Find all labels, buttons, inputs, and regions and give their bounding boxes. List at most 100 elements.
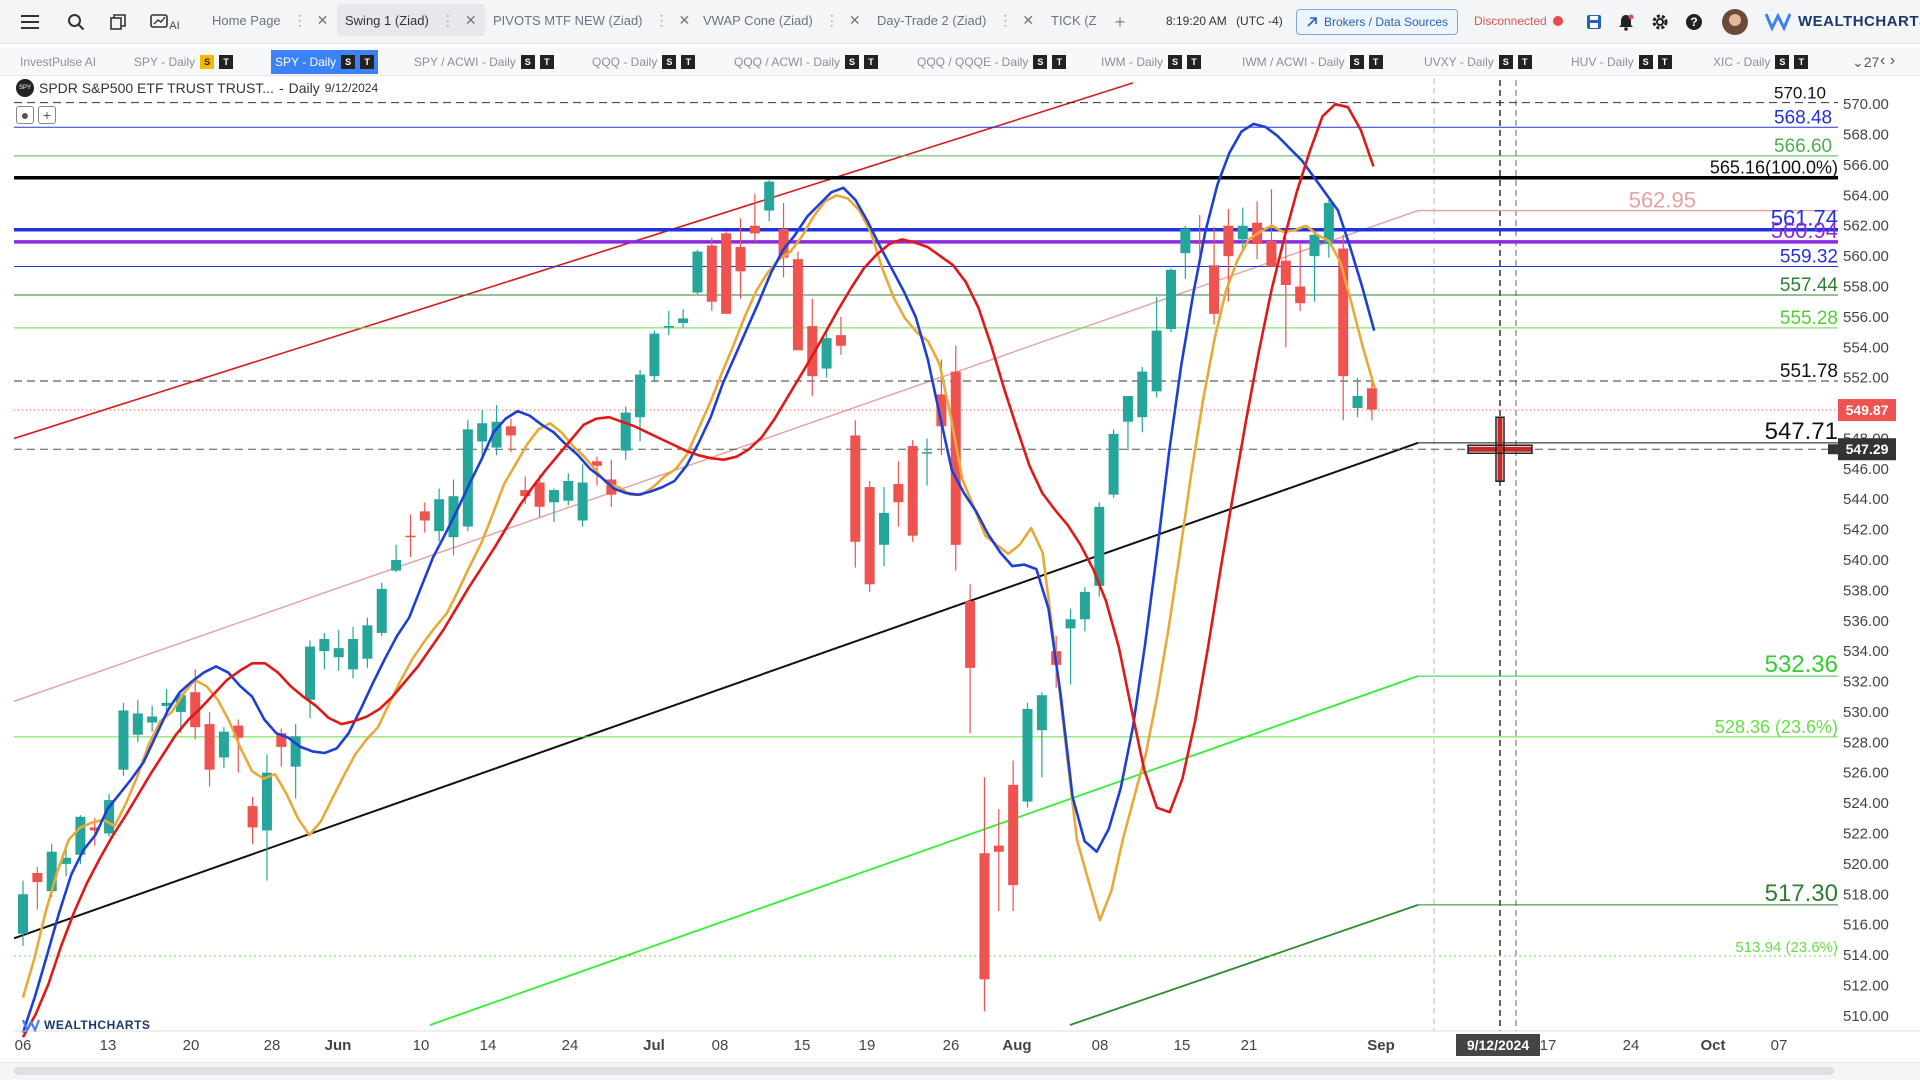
candle-body[interactable] — [32, 872, 43, 883]
candle-body[interactable] — [319, 639, 330, 652]
chart-tab-badge[interactable]: S — [1498, 55, 1513, 69]
candle-body[interactable] — [290, 736, 301, 767]
candle-body[interactable] — [1323, 202, 1334, 244]
brokers-button[interactable]: Brokers / Data Sources — [1296, 9, 1458, 35]
layouts-icon[interactable] — [106, 10, 130, 34]
tab-menu-icon[interactable]: ⋮ — [440, 11, 455, 28]
candle-body[interactable] — [204, 724, 215, 770]
candle-body[interactable] — [1094, 506, 1105, 586]
chart-tab[interactable]: UVXY - Daily S T — [1424, 50, 1532, 74]
close-tab-icon[interactable]: ✕ — [848, 11, 861, 28]
candle-body[interactable] — [620, 412, 631, 451]
candle-body[interactable] — [376, 588, 387, 633]
candle-body[interactable] — [61, 857, 72, 864]
candle-body[interactable] — [678, 318, 689, 323]
tab-menu-icon[interactable]: ⋮ — [292, 11, 307, 28]
chart-tab-badge[interactable]: T — [1517, 55, 1532, 69]
candle-body[interactable] — [1036, 695, 1047, 731]
close-tab-icon[interactable]: ✕ — [316, 11, 329, 28]
chart-tab-badge[interactable]: T — [1187, 55, 1201, 69]
candle-body[interactable] — [993, 845, 1004, 852]
chart-tab-badge[interactable]: S — [1775, 55, 1790, 69]
chart-tab-badge[interactable]: T — [1657, 55, 1672, 69]
chart-tab-badge[interactable]: T — [864, 55, 879, 69]
candle-body[interactable] — [778, 228, 789, 258]
candle-body[interactable] — [1366, 388, 1377, 410]
tab-menu-icon[interactable]: ⋮ — [654, 11, 669, 28]
candle-body[interactable] — [75, 816, 86, 855]
candle-body[interactable] — [118, 710, 129, 770]
scrollbar-thumb[interactable] — [14, 1067, 1834, 1075]
price-axis[interactable] — [1838, 78, 1920, 1031]
tab-count[interactable]: ⌄27 — [1852, 54, 1879, 71]
candle-body[interactable] — [950, 371, 961, 545]
candle-body[interactable] — [46, 851, 57, 892]
candle-body[interactable] — [764, 181, 775, 211]
close-tab-icon[interactable]: ✕ — [678, 11, 691, 28]
chart-tab-badge[interactable]: S — [1349, 55, 1364, 69]
candle-body[interactable] — [893, 484, 904, 503]
candle-body[interactable] — [936, 394, 947, 427]
candle-body[interactable] — [276, 733, 287, 747]
candle-body[interactable] — [419, 511, 430, 521]
candle-body[interactable] — [505, 426, 516, 436]
candle-body[interactable] — [305, 646, 315, 700]
chart-tab[interactable]: IWM - Daily S T — [1101, 50, 1201, 74]
candle-body[interactable] — [477, 423, 488, 442]
candle-body[interactable] — [577, 482, 588, 521]
candle-body[interactable] — [1065, 619, 1076, 629]
candle-body[interactable] — [18, 894, 28, 934]
candle-body[interactable] — [1237, 225, 1248, 240]
chart-tab-badge[interactable]: S — [341, 55, 356, 69]
candle-body[interactable] — [1122, 395, 1133, 422]
menu-icon[interactable] — [18, 10, 42, 34]
candle-body[interactable] — [261, 772, 272, 831]
tab-menu-icon[interactable]: ⋮ — [824, 11, 839, 28]
workspace-tab[interactable]: Day-Trade 2 (Ziad) ⋮ ✕ — [869, 4, 1042, 36]
close-tab-icon[interactable]: ✕ — [464, 11, 477, 28]
candle-body[interactable] — [1223, 225, 1234, 257]
candle-body[interactable] — [89, 827, 100, 831]
chart-interval[interactable]: Daily — [288, 80, 320, 96]
candle-body[interactable] — [1108, 433, 1119, 495]
candle-body[interactable] — [735, 247, 746, 272]
candle-body[interactable] — [1352, 395, 1363, 409]
candle-body[interactable] — [1295, 286, 1306, 304]
candle-body[interactable] — [391, 560, 402, 571]
candle-body[interactable] — [491, 421, 502, 448]
candle-body[interactable] — [1079, 591, 1090, 620]
horizontal-scrollbar[interactable] — [0, 1062, 1920, 1080]
chart-tab-badge[interactable]: T — [360, 55, 375, 69]
workspace-tab[interactable]: TICK (Z — [1043, 4, 1105, 36]
chart-tab[interactable]: QQQ / QQQE - Daily S T — [917, 50, 1067, 74]
settings-gear-icon[interactable] — [1648, 10, 1672, 34]
workspace-tab[interactable]: VWAP Cone (Ziad) ⋮ ✕ — [695, 4, 869, 36]
chart-tab[interactable]: HUV - Daily S T — [1571, 50, 1672, 74]
candle-body[interactable] — [462, 429, 473, 527]
candle-body[interactable] — [1280, 260, 1291, 285]
candle-body[interactable] — [1151, 330, 1162, 392]
chart-tab-badge[interactable]: S — [1638, 55, 1653, 69]
chart-tab-badge[interactable]: T — [219, 55, 234, 69]
chart-tab-badge[interactable]: T — [681, 55, 696, 69]
candle-body[interactable] — [922, 452, 933, 454]
candle-body[interactable] — [175, 695, 186, 712]
chart-tab-badge[interactable]: T — [1368, 55, 1383, 69]
symbol-name[interactable]: SPDR S&P500 ETF TRUST TRUST... — [39, 80, 274, 96]
chart-tab-badge[interactable]: S — [1168, 55, 1182, 69]
candle-body[interactable] — [1338, 248, 1349, 377]
chart-tab[interactable]: XIC - Daily S T — [1713, 50, 1809, 74]
add-alert-icon[interactable] — [1828, 444, 1838, 455]
candle-body[interactable] — [965, 601, 976, 668]
user-avatar[interactable] — [1722, 9, 1748, 35]
candle-body[interactable] — [749, 225, 760, 234]
candle-body[interactable] — [1008, 784, 1019, 886]
search-icon[interactable] — [64, 10, 88, 34]
candle-body[interactable] — [1137, 371, 1148, 418]
workspace-tab[interactable]: Swing 1 (Ziad) ⋮ ✕ — [337, 4, 485, 36]
candle-body[interactable] — [835, 335, 846, 346]
chart-tab[interactable]: SPY - Daily S T — [134, 50, 234, 74]
candle-body[interactable] — [1166, 269, 1176, 330]
candle-body[interactable] — [520, 490, 531, 497]
